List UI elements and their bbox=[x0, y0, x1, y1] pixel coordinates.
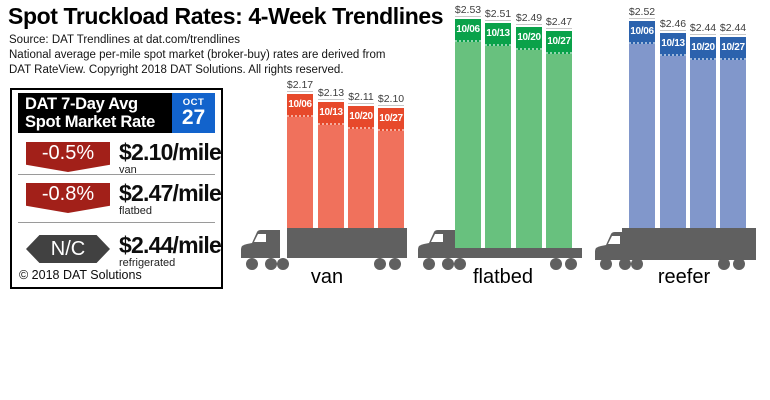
rate-label-flatbed: flatbed bbox=[119, 205, 153, 217]
rate-block-flatbed: $2.47/mile flatbed bbox=[119, 180, 222, 217]
bar-value-underline bbox=[516, 24, 542, 25]
rate-row-van: -0.5% $2.10/mile van bbox=[26, 140, 222, 176]
bar-date-label: 10/06 bbox=[629, 21, 655, 44]
bar-value-underline bbox=[318, 99, 344, 100]
divider bbox=[18, 222, 215, 223]
group-label-van: van bbox=[310, 266, 344, 288]
rate-value-van: $2.10/mile bbox=[119, 139, 222, 165]
bar-value-underline bbox=[455, 16, 481, 17]
bar-reefer-10-13: 10/13 bbox=[660, 33, 686, 228]
source-note: Source: DAT Trendlines at dat.com/trendl… bbox=[9, 33, 385, 78]
bar-value-label-reefer-2: $2.44 bbox=[689, 22, 717, 34]
bar-value-label-flatbed-2: $2.49 bbox=[515, 12, 543, 24]
source-line-1: Source: DAT Trendlines at dat.com/trendl… bbox=[9, 34, 240, 46]
bar-date-label: 10/13 bbox=[318, 102, 344, 125]
bar-date-label: 10/13 bbox=[660, 33, 686, 56]
bar-reefer-10-20: 10/20 bbox=[690, 37, 716, 228]
panel-title-line-2: Spot Market Rate bbox=[25, 113, 155, 131]
reefer-truck-icon bbox=[595, 228, 756, 270]
panel-date-day: 27 bbox=[181, 106, 206, 129]
bar-van-10-27: 10/27 bbox=[378, 108, 404, 228]
bar-van-10-20: 10/20 bbox=[348, 106, 374, 228]
bar-value-label-reefer-0: $2.52 bbox=[628, 6, 656, 18]
bar-date-label: 10/20 bbox=[348, 106, 374, 129]
bar-date-label: 10/27 bbox=[546, 31, 572, 54]
bar-value-label-flatbed-1: $2.51 bbox=[484, 8, 512, 20]
bar-date-label: 10/20 bbox=[690, 37, 716, 60]
source-line-3: DAT RateView. Copyright 2018 DAT Solutio… bbox=[9, 64, 344, 76]
bar-value-underline bbox=[546, 28, 572, 29]
bar-value-underline bbox=[348, 103, 374, 104]
bar-date-label: 10/13 bbox=[485, 23, 511, 46]
bar-flatbed-10-27: 10/27 bbox=[546, 31, 572, 248]
bar-value-underline bbox=[485, 20, 511, 21]
bar-value-label-reefer-1: $2.46 bbox=[659, 18, 687, 30]
rate-block-van: $2.10/mile van bbox=[119, 139, 222, 176]
van-truck-icon bbox=[241, 228, 407, 270]
bar-flatbed-10-13: 10/13 bbox=[485, 23, 511, 248]
bar-flatbed-10-20: 10/20 bbox=[516, 27, 542, 248]
bar-date-label: 10/06 bbox=[455, 19, 481, 42]
source-line-2: National average per-mile spot market (b… bbox=[9, 49, 386, 61]
bar-date-label: 10/20 bbox=[516, 27, 542, 50]
bar-value-label-flatbed-3: $2.47 bbox=[545, 16, 573, 28]
rate-block-refrigerated: $2.44/mile refrigerated bbox=[119, 232, 222, 269]
page-title: Spot Truckload Rates: 4-Week Trendlines bbox=[8, 3, 444, 29]
rate-value-refrigerated: $2.44/mile bbox=[119, 232, 222, 258]
change-badge-neutral-icon: N/C bbox=[26, 235, 110, 263]
flatbed-truck-icon bbox=[418, 230, 582, 270]
bar-value-underline bbox=[720, 34, 746, 35]
bar-flatbed-10-06: 10/06 bbox=[455, 19, 481, 248]
panel-header: DAT 7-Day Avg Spot Market Rate OCT 27 bbox=[18, 93, 215, 133]
bar-value-label-van-1: $2.13 bbox=[317, 87, 345, 99]
bar-date-label: 10/27 bbox=[378, 108, 404, 131]
bar-value-underline bbox=[660, 30, 686, 31]
bar-reefer-10-27: 10/27 bbox=[720, 37, 746, 228]
divider bbox=[18, 174, 215, 175]
rate-summary-panel: DAT 7-Day Avg Spot Market Rate OCT 27 -0… bbox=[10, 88, 223, 289]
bar-date-label: 10/27 bbox=[720, 37, 746, 60]
bar-value-underline bbox=[378, 105, 404, 106]
panel-date-month: OCT bbox=[182, 97, 205, 108]
bar-value-label-flatbed-0: $2.53 bbox=[454, 4, 482, 16]
rate-row-flatbed: -0.8% $2.47/mile flatbed bbox=[26, 181, 222, 217]
rate-label-van: van bbox=[119, 164, 137, 176]
change-badge-down-icon: -0.5% bbox=[26, 142, 110, 172]
rate-row-refrigerated: N/C $2.44/mile refrigerated bbox=[26, 233, 222, 269]
bar-value-label-van-0: $2.17 bbox=[286, 79, 314, 91]
bar-value-underline bbox=[629, 18, 655, 19]
bar-value-label-van-2: $2.11 bbox=[348, 91, 374, 103]
rate-label-refrigerated: refrigerated bbox=[119, 257, 176, 269]
bar-van-10-06: 10/06 bbox=[287, 94, 313, 228]
bar-value-underline bbox=[287, 91, 313, 92]
bar-value-label-reefer-3: $2.44 bbox=[719, 22, 747, 34]
panel-date-badge: OCT 27 bbox=[172, 93, 215, 133]
group-label-reefer: reefer bbox=[657, 266, 711, 288]
panel-title-line-1: DAT 7-Day Avg bbox=[25, 95, 138, 113]
bar-van-10-13: 10/13 bbox=[318, 102, 344, 228]
panel-title: DAT 7-Day Avg Spot Market Rate bbox=[18, 93, 172, 133]
bar-date-label: 10/06 bbox=[287, 94, 313, 117]
bar-value-underline bbox=[690, 34, 716, 35]
copyright: © 2018 DAT Solutions bbox=[19, 268, 142, 282]
change-badge-down-icon: -0.8% bbox=[26, 183, 110, 213]
group-label-flatbed: flatbed bbox=[472, 266, 534, 288]
bar-value-label-van-3: $2.10 bbox=[377, 93, 405, 105]
bar-reefer-10-06: 10/06 bbox=[629, 21, 655, 228]
rate-value-flatbed: $2.47/mile bbox=[119, 180, 222, 206]
